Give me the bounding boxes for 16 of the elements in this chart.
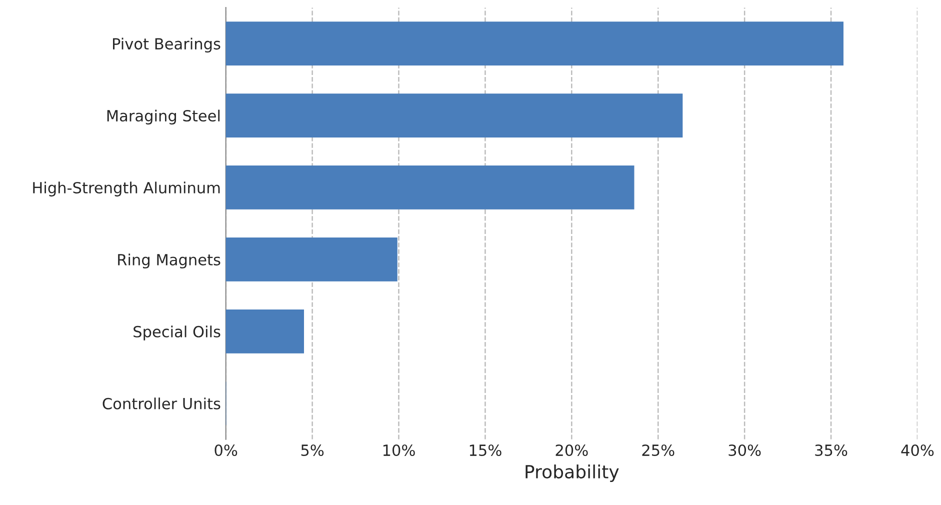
x-tick-label: 35% xyxy=(815,444,848,456)
x-tick-label: 30% xyxy=(728,444,761,456)
y-tick-label: Pivot Bearings xyxy=(113,38,220,53)
x-tick-label: 25% xyxy=(642,444,674,456)
y-tick-label: Controller Units xyxy=(102,398,220,410)
y-tick-label: Maraging Steel xyxy=(107,110,220,124)
x-tick-label: 5% xyxy=(301,444,324,456)
x-tick-label: 0% xyxy=(214,444,238,456)
x-tick-label: 40% xyxy=(901,444,934,456)
y-tick-label: Special Oils xyxy=(134,326,220,340)
y-tick-label: High-Strength Aluminum xyxy=(33,182,220,196)
x-tick-label: 10% xyxy=(383,444,415,456)
y-tick-label: Ring Magnets xyxy=(118,254,220,268)
x-tick-label: 15% xyxy=(470,444,502,456)
x-tick-label: 20% xyxy=(556,444,588,456)
x-axis-title: Probability xyxy=(526,464,619,482)
